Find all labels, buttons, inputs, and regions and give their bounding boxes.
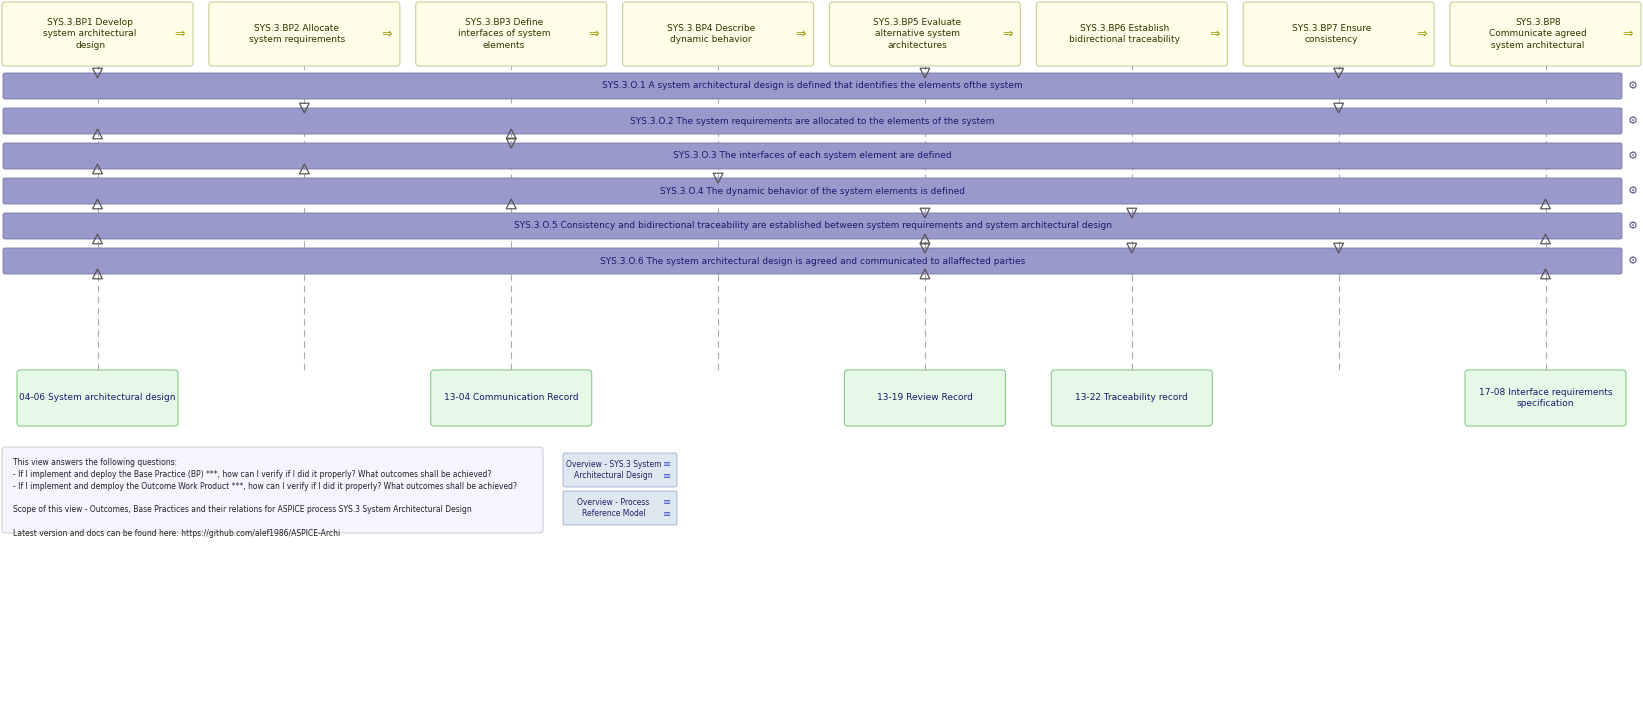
Text: ⇒: ⇒ (1416, 28, 1426, 41)
FancyBboxPatch shape (845, 370, 1006, 426)
Text: SYS.3.BP5 Evaluate
alternative system
architectures: SYS.3.BP5 Evaluate alternative system ar… (874, 19, 961, 50)
Text: Overview - SYS.3 System
Architectural Design: Overview - SYS.3 System Architectural De… (565, 460, 660, 480)
Text: ⚙: ⚙ (1628, 221, 1638, 231)
Text: ⚙: ⚙ (1628, 186, 1638, 196)
Text: SYS.3.BP7 Ensure
consistency: SYS.3.BP7 Ensure consistency (1291, 24, 1370, 44)
Text: 17-08 Interface requirements
specification: 17-08 Interface requirements specificati… (1479, 388, 1612, 408)
Text: Overview - Process
Reference Model: Overview - Process Reference Model (577, 498, 649, 518)
FancyBboxPatch shape (564, 491, 677, 525)
FancyBboxPatch shape (1244, 2, 1434, 66)
Text: 13-19 Review Record: 13-19 Review Record (877, 394, 973, 402)
Text: This view answers the following questions:
- If I implement and deploy the Base : This view answers the following question… (13, 458, 518, 538)
Text: ⇒: ⇒ (1002, 28, 1012, 41)
FancyBboxPatch shape (623, 2, 813, 66)
Text: SYS.3.BP3 Define
interfaces of system
elements: SYS.3.BP3 Define interfaces of system el… (457, 19, 550, 50)
Text: 13-04 Communication Record: 13-04 Communication Record (444, 394, 578, 402)
Text: SYS.3.BP8
Communicate agreed
system architectural: SYS.3.BP8 Communicate agreed system arch… (1489, 19, 1587, 50)
FancyBboxPatch shape (3, 178, 1622, 204)
Text: SYS.3.BP4 Describe
dynamic behavior: SYS.3.BP4 Describe dynamic behavior (667, 24, 754, 44)
Text: ⇒: ⇒ (588, 28, 600, 41)
Text: ≡
≡: ≡ ≡ (662, 459, 670, 481)
Text: SYS.3.O.4 The dynamic behavior of the system elements is defined: SYS.3.O.4 The dynamic behavior of the sy… (660, 187, 964, 196)
Text: SYS.3.BP6 Establish
bidirectional traceability: SYS.3.BP6 Establish bidirectional tracea… (1070, 24, 1180, 44)
Text: ⇒: ⇒ (795, 28, 805, 41)
FancyBboxPatch shape (830, 2, 1020, 66)
Text: ⚙: ⚙ (1628, 81, 1638, 91)
Text: SYS.3.O.5 Consistency and bidirectional traceability are established between sys: SYS.3.O.5 Consistency and bidirectional … (514, 221, 1112, 231)
FancyBboxPatch shape (16, 370, 177, 426)
Text: SYS.3.O.3 The interfaces of each system element are defined: SYS.3.O.3 The interfaces of each system … (674, 152, 951, 160)
Text: SYS.3.BP1 Develop
system architectural
design: SYS.3.BP1 Develop system architectural d… (43, 19, 136, 50)
FancyBboxPatch shape (430, 370, 591, 426)
Text: ⚙: ⚙ (1628, 256, 1638, 266)
Text: ⚙: ⚙ (1628, 116, 1638, 126)
Text: 04-06 System architectural design: 04-06 System architectural design (20, 394, 176, 402)
Text: ⇒: ⇒ (381, 28, 393, 41)
FancyBboxPatch shape (3, 213, 1622, 239)
FancyBboxPatch shape (1466, 370, 1627, 426)
FancyBboxPatch shape (1052, 370, 1213, 426)
Text: 13-22 Traceability record: 13-22 Traceability record (1076, 394, 1188, 402)
Text: SYS.3.O.2 The system requirements are allocated to the elements of the system: SYS.3.O.2 The system requirements are al… (631, 117, 994, 125)
Text: ≡
≡: ≡ ≡ (662, 497, 670, 519)
Text: ⚙: ⚙ (1628, 151, 1638, 161)
Text: SYS.3.O.6 The system architectural design is agreed and communicated to allaffec: SYS.3.O.6 The system architectural desig… (600, 256, 1025, 266)
FancyBboxPatch shape (1451, 2, 1641, 66)
FancyBboxPatch shape (209, 2, 399, 66)
FancyBboxPatch shape (3, 73, 1622, 99)
FancyBboxPatch shape (416, 2, 606, 66)
FancyBboxPatch shape (1037, 2, 1227, 66)
FancyBboxPatch shape (3, 248, 1622, 274)
Text: SYS.3.BP2 Allocate
system requirements: SYS.3.BP2 Allocate system requirements (248, 24, 345, 44)
Text: SYS.3.O.1 A system architectural design is defined that identifies the elements : SYS.3.O.1 A system architectural design … (603, 81, 1024, 90)
FancyBboxPatch shape (3, 108, 1622, 134)
Text: ⇒: ⇒ (1623, 28, 1633, 41)
FancyBboxPatch shape (3, 143, 1622, 169)
FancyBboxPatch shape (2, 2, 192, 66)
FancyBboxPatch shape (564, 453, 677, 487)
Text: ⇒: ⇒ (1209, 28, 1219, 41)
Text: ⇒: ⇒ (174, 28, 186, 41)
FancyBboxPatch shape (2, 447, 542, 533)
